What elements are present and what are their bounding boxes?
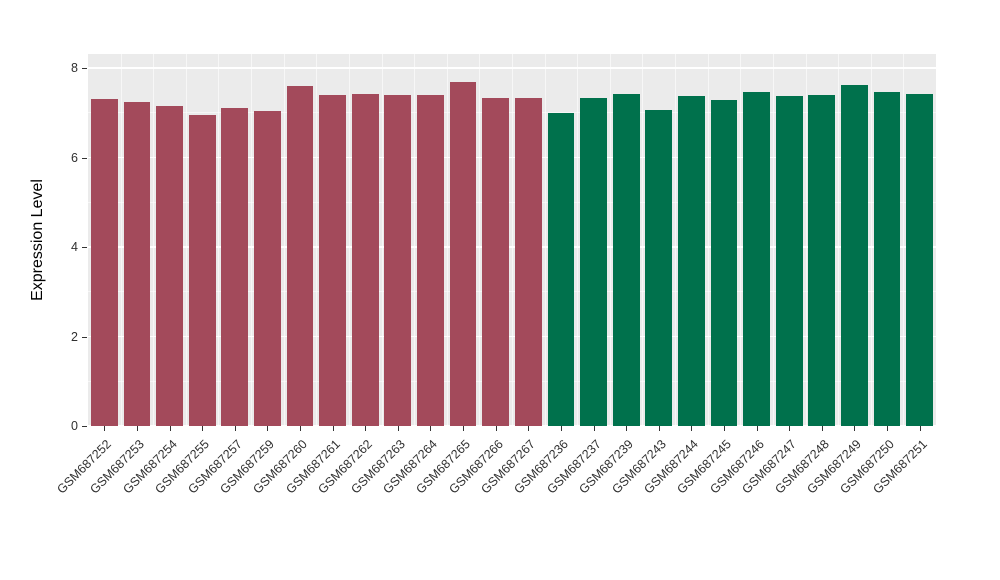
gridline-vertical	[316, 54, 318, 426]
gridline-vertical	[609, 54, 611, 426]
bar-GSM687257	[221, 108, 249, 426]
bar-GSM687243	[645, 109, 673, 426]
x-tick-mark	[202, 426, 204, 431]
x-tick-mark	[332, 426, 334, 431]
bar-GSM687260	[286, 85, 314, 426]
x-tick-mark	[267, 426, 269, 431]
x-tick-mark	[169, 426, 171, 431]
gridline-vertical	[218, 54, 220, 426]
y-tick-mark	[82, 426, 87, 427]
gridline-minor	[88, 291, 936, 293]
bar-GSM687254	[156, 106, 183, 426]
gridline-vertical	[283, 54, 285, 426]
gridline-vertical	[544, 54, 546, 426]
x-tick-mark	[463, 426, 465, 431]
bar-GSM687252	[90, 99, 118, 426]
x-tick-mark	[300, 426, 301, 431]
gridline-vertical	[120, 54, 122, 426]
bar-GSM687266	[482, 98, 510, 426]
bar-GSM687251	[906, 93, 934, 426]
bar-GSM687247	[775, 95, 803, 426]
bar-GSM687248	[808, 94, 836, 426]
x-tick-mark	[430, 426, 432, 431]
bar-GSM687259	[254, 110, 281, 426]
gridline-vertical	[479, 54, 481, 426]
bar-GSM687249	[841, 85, 868, 426]
gridline-vertical	[381, 54, 383, 426]
gridline-vertical	[446, 54, 448, 426]
y-tick-mark	[82, 68, 87, 69]
gridline-vertical	[772, 54, 774, 426]
bar-GSM687262	[351, 93, 379, 426]
gridline-major	[88, 67, 936, 69]
bar-GSM687237	[580, 98, 607, 426]
y-tick-mark	[82, 157, 87, 159]
x-tick-mark	[658, 426, 660, 431]
bar-GSM687264	[417, 94, 444, 426]
bar-GSM687265	[449, 82, 477, 426]
gridline-vertical	[185, 54, 187, 426]
bar-GSM687255	[188, 115, 216, 426]
x-tick-mark	[234, 426, 236, 431]
bar-GSM687246	[743, 92, 770, 426]
bar-GSM687245	[710, 100, 738, 426]
y-tick-label: 6	[71, 150, 78, 165]
gridline-major	[88, 335, 936, 338]
x-tick-mark	[397, 426, 399, 431]
gridline-vertical	[805, 54, 807, 426]
gridline-vertical	[153, 54, 155, 426]
x-tick-mark	[789, 426, 791, 431]
y-tick-label: 2	[71, 329, 78, 344]
x-tick-mark	[724, 426, 725, 431]
x-tick-mark	[495, 426, 497, 431]
gridline-vertical	[512, 54, 513, 426]
gridline-vertical	[251, 54, 253, 426]
gridline-major	[88, 156, 936, 159]
gridline-vertical	[675, 54, 677, 426]
y-tick-label: 4	[71, 240, 78, 254]
x-tick-mark	[821, 426, 823, 431]
gridline-vertical	[577, 54, 579, 426]
x-tick-mark	[756, 426, 758, 431]
bar-GSM687250	[873, 92, 901, 426]
x-tick-mark	[919, 426, 921, 431]
y-axis-title: Expression Level	[29, 179, 46, 301]
gridline-vertical	[870, 54, 872, 426]
x-tick-mark	[691, 426, 693, 431]
gridline-vertical	[414, 54, 416, 426]
gridline-vertical	[348, 54, 350, 426]
bar-GSM687267	[514, 98, 542, 426]
gridline-vertical	[903, 54, 905, 426]
gridline-vertical	[838, 54, 840, 426]
y-tick-mark	[82, 247, 87, 248]
gridline-minor	[88, 112, 936, 114]
x-tick-mark	[560, 426, 562, 431]
x-tick-mark	[104, 426, 106, 431]
plot-panel	[88, 54, 936, 427]
x-tick-mark	[136, 426, 138, 431]
bar-GSM687263	[384, 94, 412, 426]
x-tick-mark	[365, 426, 367, 431]
y-tick-label: 0	[71, 419, 78, 433]
bar-GSM687239	[612, 93, 640, 426]
y-tick-label: 8	[71, 61, 78, 75]
x-tick-mark	[854, 426, 856, 431]
gridline-vertical	[707, 54, 709, 426]
gridline-major	[88, 246, 936, 248]
x-tick-mark	[887, 426, 889, 431]
bar-GSM687244	[678, 95, 705, 426]
x-tick-mark	[593, 426, 595, 431]
x-tick-mark	[528, 426, 530, 431]
bar-GSM687253	[123, 101, 151, 426]
gridline-minor	[88, 380, 936, 382]
gridline-vertical	[642, 54, 644, 426]
bar-GSM687261	[319, 94, 346, 426]
gridline-major	[88, 425, 936, 427]
y-tick-mark	[82, 336, 87, 338]
gridline-vertical	[740, 54, 742, 426]
gridline-minor	[88, 201, 936, 203]
bar-GSM687236	[547, 112, 575, 426]
x-tick-mark	[626, 426, 628, 431]
